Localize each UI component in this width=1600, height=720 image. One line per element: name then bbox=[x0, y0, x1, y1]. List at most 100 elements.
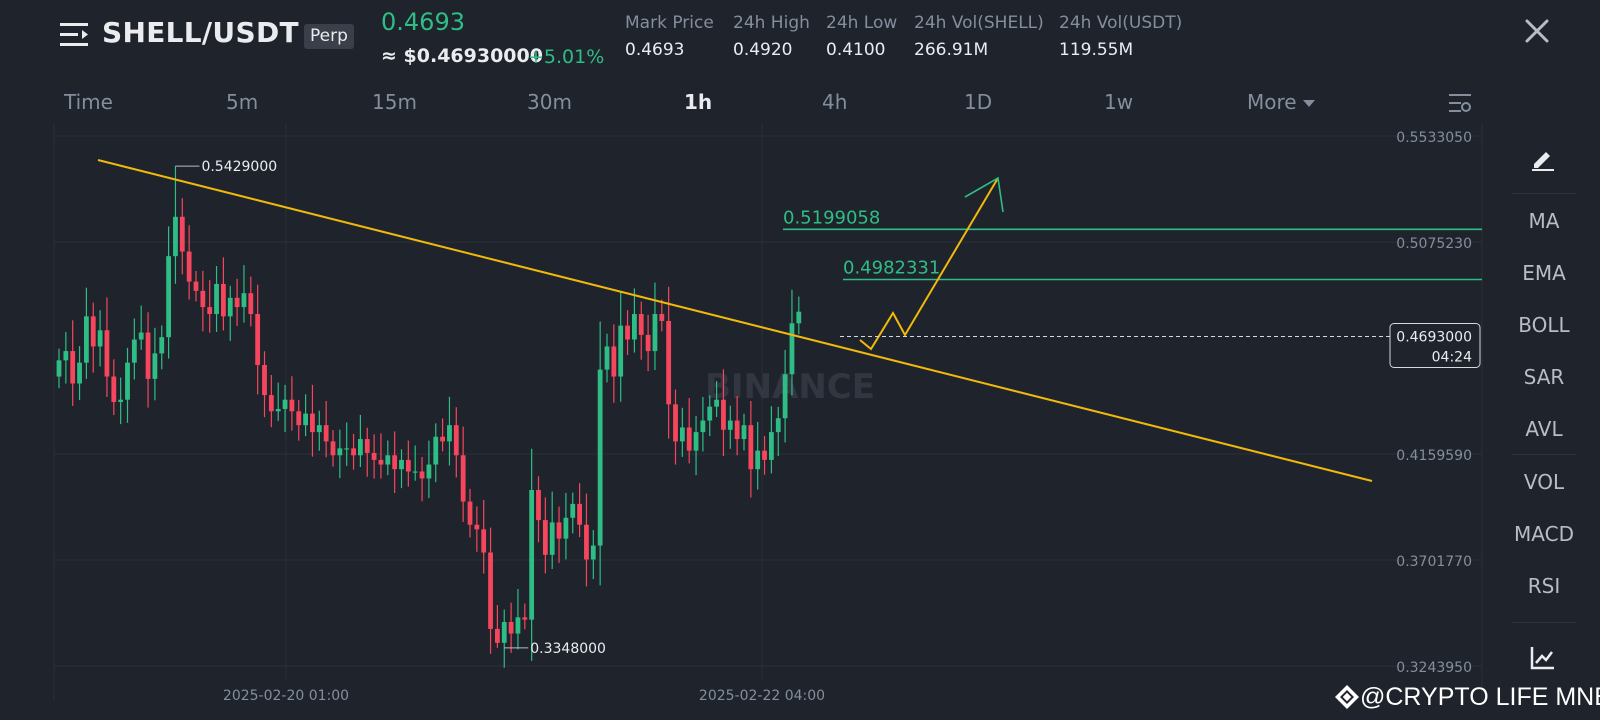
tool-macd[interactable]: MACD bbox=[1514, 522, 1574, 546]
tab-1d[interactable]: 1D bbox=[964, 90, 993, 114]
candle-body bbox=[173, 216, 178, 257]
tool-sar[interactable]: SAR bbox=[1523, 365, 1565, 389]
candle-body bbox=[405, 459, 411, 472]
candle-body bbox=[289, 399, 295, 412]
tab-1w[interactable]: 1w bbox=[1104, 90, 1134, 114]
candle-body bbox=[426, 464, 432, 479]
projection-arrowhead bbox=[964, 176, 1004, 213]
candle-body bbox=[529, 490, 535, 620]
candle-body bbox=[515, 617, 521, 634]
tool-avl[interactable]: AVL bbox=[1525, 417, 1563, 441]
target-level-label: 0.5199058 bbox=[783, 207, 880, 228]
candle-body bbox=[179, 216, 185, 252]
candle-body bbox=[84, 316, 89, 363]
candle-body bbox=[248, 293, 254, 315]
close-icon[interactable] bbox=[1522, 16, 1552, 46]
candle-body bbox=[782, 374, 788, 419]
trendline bbox=[97, 159, 1373, 482]
candle-body bbox=[193, 281, 199, 291]
candle-body bbox=[138, 332, 144, 340]
candle-body bbox=[364, 439, 370, 453]
stat-vol-usdt-label: 24h Vol(USDT) bbox=[1059, 13, 1183, 33]
tab-1h[interactable]: 1h bbox=[684, 90, 713, 114]
stat-vol-shell-label: 24h Vol(SHELL) bbox=[914, 13, 1044, 33]
y-tick-label: 0.5075230 bbox=[1396, 236, 1472, 252]
candle-body bbox=[495, 628, 500, 643]
candle-body bbox=[152, 353, 158, 379]
tab-5m[interactable]: 5m bbox=[226, 90, 259, 114]
stat-mark-price-value: 0.4693 bbox=[625, 40, 685, 60]
candle-body bbox=[97, 330, 103, 347]
current-price-label: 0.4693000 bbox=[1396, 329, 1472, 345]
candle-body bbox=[296, 411, 302, 426]
usd-price: ≈ $0.46930000 bbox=[381, 45, 543, 67]
candle-body bbox=[501, 621, 507, 643]
candle-body bbox=[255, 314, 261, 365]
candle-body bbox=[789, 323, 795, 375]
candle-body bbox=[686, 427, 692, 451]
low-price-label: 0.3348000 bbox=[530, 641, 606, 657]
stat-vol-shell-value: 266.91M bbox=[914, 40, 989, 60]
candle-body bbox=[166, 256, 171, 338]
candle-body bbox=[453, 425, 459, 456]
pair-title[interactable]: SHELL/USDT bbox=[102, 16, 299, 49]
candle-body bbox=[632, 314, 637, 340]
candle-body bbox=[303, 413, 308, 426]
candle-body bbox=[536, 490, 541, 521]
stat-24h-high-label: 24h High bbox=[733, 13, 810, 33]
candle-body bbox=[323, 425, 329, 442]
chart-line-icon[interactable] bbox=[1530, 645, 1556, 671]
tab-time[interactable]: Time bbox=[64, 90, 113, 114]
tab-4h[interactable]: 4h bbox=[822, 90, 848, 114]
y-tick-label: 0.5533050 bbox=[1396, 130, 1472, 146]
pencil-icon[interactable] bbox=[1530, 146, 1556, 172]
tool-vol[interactable]: VOL bbox=[1523, 470, 1565, 494]
candle-body bbox=[330, 441, 336, 456]
tool-rsi[interactable]: RSI bbox=[1527, 574, 1561, 598]
candle-body bbox=[734, 420, 740, 440]
candle-body bbox=[474, 524, 480, 530]
candle-body bbox=[460, 455, 466, 502]
candle-body bbox=[399, 459, 404, 470]
candle-body bbox=[693, 432, 699, 451]
price-change: +5.01% bbox=[528, 46, 605, 68]
candle-body bbox=[385, 455, 391, 465]
candle-body bbox=[262, 364, 267, 396]
candle-body bbox=[440, 436, 445, 442]
tool-boll[interactable]: BOLL bbox=[1518, 313, 1570, 337]
stat-24h-low-label: 24h Low bbox=[826, 13, 898, 33]
candle-body bbox=[412, 471, 418, 473]
candle-body bbox=[351, 448, 356, 456]
last-price: 0.4693 bbox=[381, 8, 465, 36]
candle-body bbox=[344, 448, 350, 450]
candle-body bbox=[371, 452, 377, 460]
candle-body bbox=[584, 524, 589, 560]
y-tick-label: 0.3701770 bbox=[1396, 554, 1472, 570]
candle-body bbox=[56, 360, 62, 377]
menu-icon[interactable] bbox=[60, 20, 90, 50]
candle-body bbox=[604, 346, 610, 370]
candle-body bbox=[234, 297, 240, 308]
toolbar-divider bbox=[1512, 193, 1576, 194]
tab-15m[interactable]: 15m bbox=[372, 90, 417, 114]
stat-24h-low-value: 0.4100 bbox=[826, 40, 886, 60]
candle-body bbox=[625, 325, 630, 340]
candle-body bbox=[77, 362, 82, 384]
candle-body bbox=[125, 362, 130, 400]
candle-body bbox=[638, 314, 644, 335]
candle-body bbox=[488, 552, 493, 629]
tab-30m[interactable]: 30m bbox=[527, 90, 572, 114]
candle-body bbox=[392, 455, 398, 470]
candle-body bbox=[419, 471, 425, 479]
candle-body bbox=[378, 459, 384, 465]
candle-body bbox=[159, 337, 165, 354]
candle-body bbox=[316, 425, 322, 433]
tab-more-label: More bbox=[1247, 90, 1297, 114]
candle-body bbox=[447, 425, 452, 442]
settings-icon[interactable] bbox=[1448, 92, 1472, 114]
tool-ma[interactable]: MA bbox=[1528, 209, 1560, 233]
candle-body bbox=[90, 316, 96, 347]
tab-more[interactable]: More bbox=[1247, 90, 1315, 114]
tool-ema[interactable]: EMA bbox=[1522, 261, 1566, 285]
